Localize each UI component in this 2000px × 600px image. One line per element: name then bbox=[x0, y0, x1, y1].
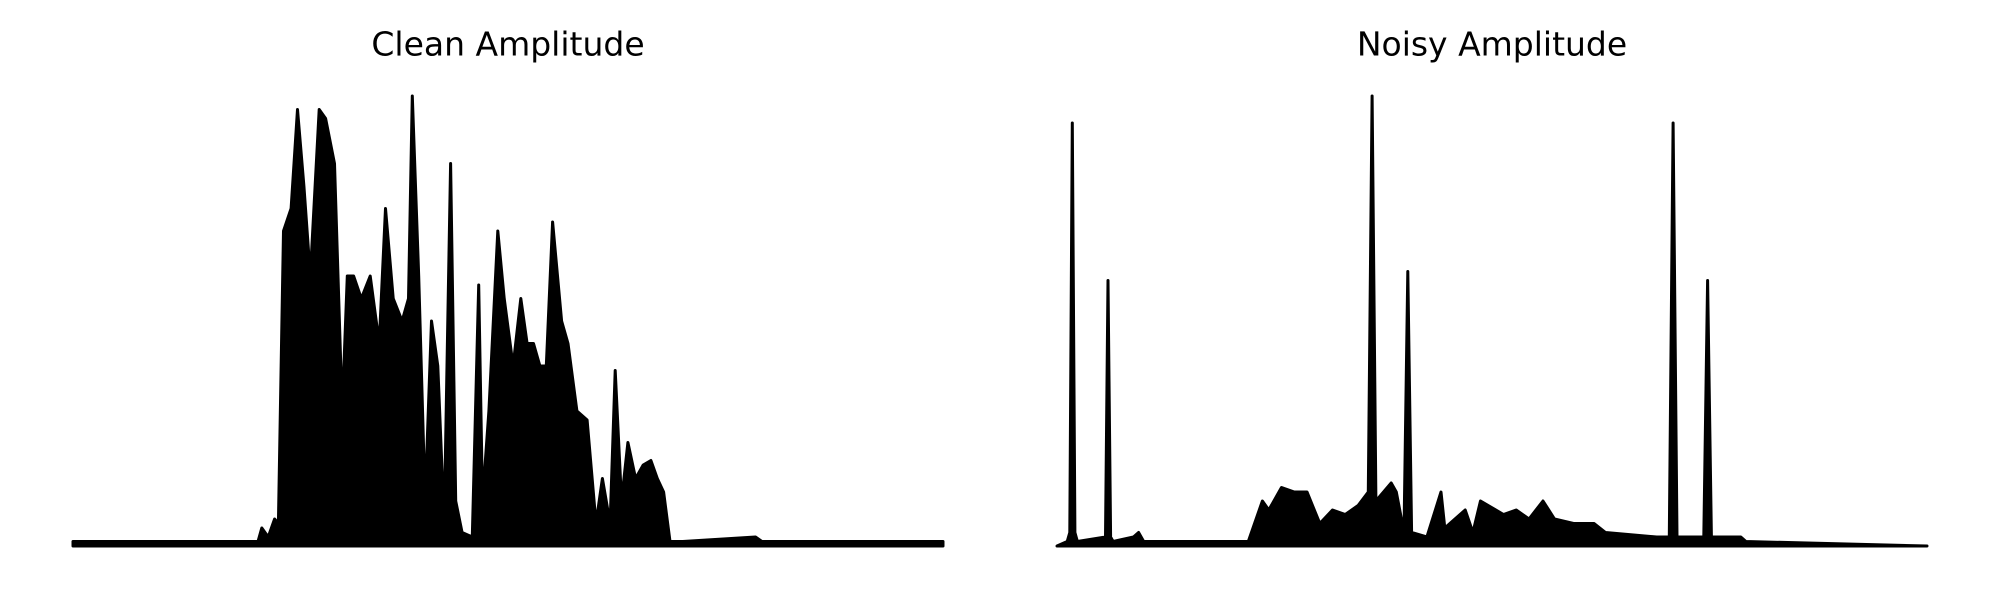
amplitude-area bbox=[71, 94, 945, 548]
amplitude-area bbox=[1055, 94, 1929, 548]
chart-title: Clean Amplitude bbox=[371, 25, 644, 64]
chart-title: Noisy Amplitude bbox=[1357, 25, 1627, 64]
